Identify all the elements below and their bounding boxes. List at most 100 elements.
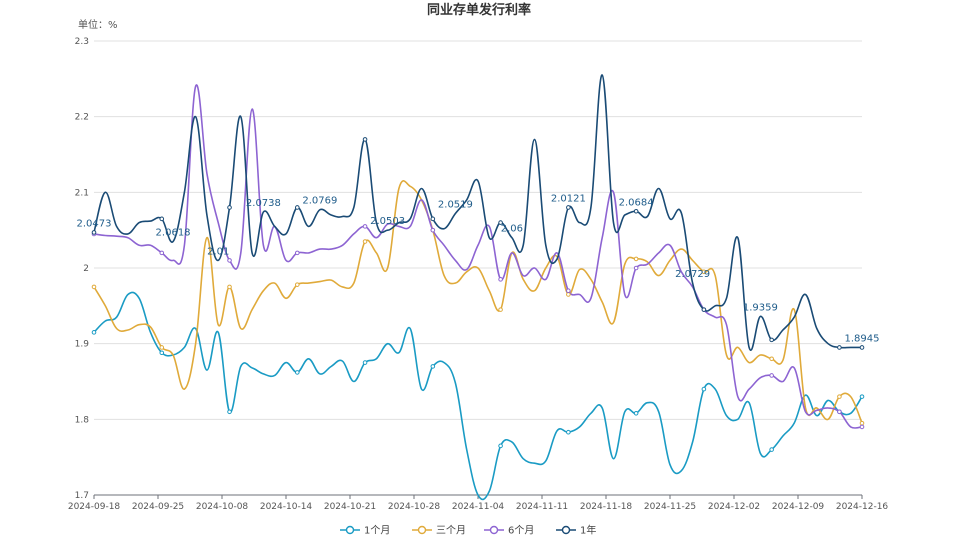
data-point	[859, 345, 865, 350]
data-point	[566, 288, 571, 294]
y-tick-label: 2.3	[75, 37, 89, 47]
legend-label: 1个月	[364, 525, 390, 537]
data-point	[430, 227, 436, 233]
legend[interactable]: 1个月 三个月 6个月 1年	[340, 524, 596, 537]
data-point	[159, 250, 165, 256]
data-label: 2.06	[501, 224, 523, 235]
data-point	[566, 292, 571, 297]
legend-circle-icon	[489, 525, 499, 535]
x-tick-label: 2024-12-09	[772, 502, 825, 512]
data-point	[498, 443, 503, 449]
data-point	[633, 410, 639, 416]
data-point	[294, 205, 300, 210]
data-point	[294, 282, 300, 287]
legend-label: 6个月	[508, 525, 534, 537]
data-label: 2.0738	[246, 198, 281, 209]
x-tick-label: 2024-11-25	[644, 502, 696, 512]
data-point	[91, 330, 97, 335]
unit-label: 单位：%	[78, 18, 118, 31]
legend-circle-icon	[345, 525, 355, 535]
data-label: 2.0684	[619, 197, 654, 208]
data-point	[227, 284, 232, 290]
x-tick-label: 2024-09-18	[68, 502, 121, 512]
x-tick-label: 2024-10-14	[260, 502, 313, 512]
y-tick-label: 1.8	[75, 415, 90, 425]
data-label: 2.0729	[675, 269, 710, 280]
legend-circle-icon	[561, 525, 571, 535]
data-point	[498, 220, 503, 225]
x-tick-label: 2024-12-02	[708, 502, 760, 512]
y-tick-label: 1.7	[75, 491, 89, 501]
series-points	[91, 137, 865, 452]
data-point	[769, 447, 774, 452]
y-tick-label: 1.9	[75, 340, 90, 350]
data-label: 2.0473	[77, 218, 112, 229]
data-point	[769, 356, 774, 362]
data-point	[701, 386, 707, 392]
data-point	[498, 307, 503, 312]
data-point	[769, 337, 774, 343]
data-point	[362, 137, 368, 142]
data-label: 2.0503	[370, 216, 405, 227]
data-label: 1.9359	[743, 302, 778, 313]
data-point	[362, 224, 368, 229]
data-label: 1.8945	[845, 333, 880, 344]
data-label: 2.0769	[302, 196, 337, 207]
data-point	[859, 394, 865, 399]
x-tick-label: 2024-11-18	[580, 502, 633, 512]
series-line-3	[93, 84, 863, 429]
x-tick-label: 2024-12-16	[836, 502, 889, 512]
data-point	[362, 239, 368, 244]
data-point	[859, 424, 865, 430]
data-point	[633, 265, 639, 271]
data-point	[837, 409, 842, 415]
legend-item-3[interactable]: 6个月	[484, 525, 534, 537]
data-label: 2.0121	[551, 193, 586, 204]
legend-label: 三个月	[436, 525, 466, 537]
series-line-4	[93, 74, 862, 352]
legend-item-1[interactable]: 1个月	[340, 525, 390, 537]
legend-item-4[interactable]: 1年	[556, 524, 596, 537]
data-point	[837, 345, 842, 350]
data-point	[837, 394, 842, 399]
y-tick-label: 2.2	[75, 113, 89, 123]
data-point	[633, 256, 639, 262]
data-point	[294, 370, 300, 375]
chart-title: 同业存单发行利率	[427, 2, 531, 18]
data-point	[159, 350, 165, 356]
data-label: 2.0618	[156, 228, 191, 239]
series-lines	[93, 74, 863, 501]
grid	[94, 40, 862, 496]
x-tick-label: 2024-10-21	[324, 502, 376, 512]
legend-item-2[interactable]: 三个月	[412, 525, 466, 537]
x-tick-label: 2024-10-08	[196, 502, 249, 512]
data-point	[701, 269, 707, 275]
x-axis: 2024-09-18 2024-09-25 2024-10-08 2024-10-14…	[68, 494, 889, 512]
data-point	[430, 364, 436, 369]
legend-circle-icon	[417, 525, 427, 535]
data-point	[566, 429, 571, 435]
data-point	[91, 284, 97, 290]
series-line-1	[93, 291, 863, 501]
data-point	[430, 216, 436, 222]
legend-label: 1年	[580, 524, 596, 537]
data-point	[498, 277, 503, 282]
data-point	[769, 373, 774, 378]
data-point	[227, 258, 232, 263]
data-point	[159, 345, 165, 350]
data-point	[294, 250, 300, 256]
data-point	[159, 216, 165, 222]
x-tick-label: 2024-11-04	[452, 502, 505, 512]
data-point	[566, 205, 571, 210]
series-line-2	[93, 179, 863, 424]
data-label: 2.01	[207, 246, 229, 257]
data-point	[859, 420, 865, 426]
y-tick-label: 2.1	[75, 188, 89, 198]
data-point	[227, 409, 232, 415]
y-axis: 1.7 1.8 1.9 2 2.1 2.2 2.3	[75, 37, 90, 501]
x-tick-label: 2024-11-11	[516, 502, 568, 512]
data-point	[701, 307, 707, 312]
x-tick-label: 2024-10-28	[388, 502, 441, 512]
x-tick-label: 2024-09-25	[132, 502, 184, 512]
